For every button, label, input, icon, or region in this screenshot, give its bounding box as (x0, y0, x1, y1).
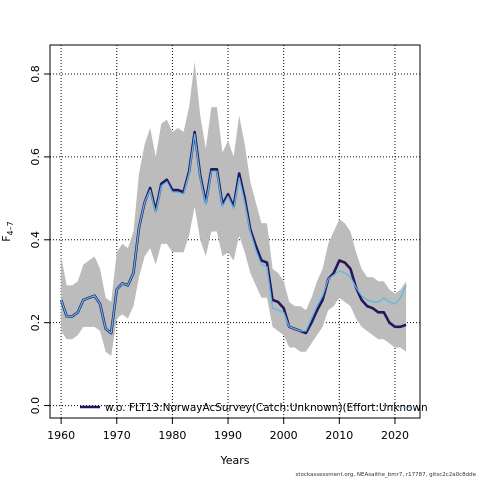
legend-label: w.o. FLT13:NorwayAcSurvey(Catch:Unknown)… (105, 402, 428, 414)
y-axis-title-main: F (0, 235, 13, 241)
x-tick-label: 1980 (158, 429, 186, 442)
y-axis: 0.0 0.2 0.4 0.6 0.8 (29, 65, 51, 415)
source-footer: stockassessment.org, NEAsaithe_bmr7, r17… (296, 472, 477, 478)
y-axis-title: F4–7 (0, 221, 15, 242)
x-tick-label: 2010 (325, 429, 353, 442)
series-line-2 (60, 133, 407, 334)
y-tick-label: 0.4 (29, 231, 42, 249)
x-axis-title: Years (219, 454, 249, 467)
x-tick-label: 1970 (103, 429, 131, 442)
y-tick-label: 0.8 (29, 65, 42, 83)
legend: w.o. FLT13:NorwayAcSurvey(Catch:Unknown)… (80, 402, 428, 414)
y-tick-label: 0.2 (29, 314, 42, 332)
series-lines (59, 130, 407, 335)
y-tick-label: 0.0 (29, 397, 42, 415)
y-axis-title-subscript: 4–7 (6, 221, 15, 235)
y-tick-label: 0.6 (29, 148, 42, 166)
x-tick-label: 2020 (381, 429, 409, 442)
x-tick-label: 1990 (214, 429, 242, 442)
x-tick-label: 1960 (47, 429, 75, 442)
x-tick-label: 2000 (270, 429, 298, 442)
x-axis: 1960 1970 1980 1990 2000 2010 2020 (47, 417, 409, 442)
